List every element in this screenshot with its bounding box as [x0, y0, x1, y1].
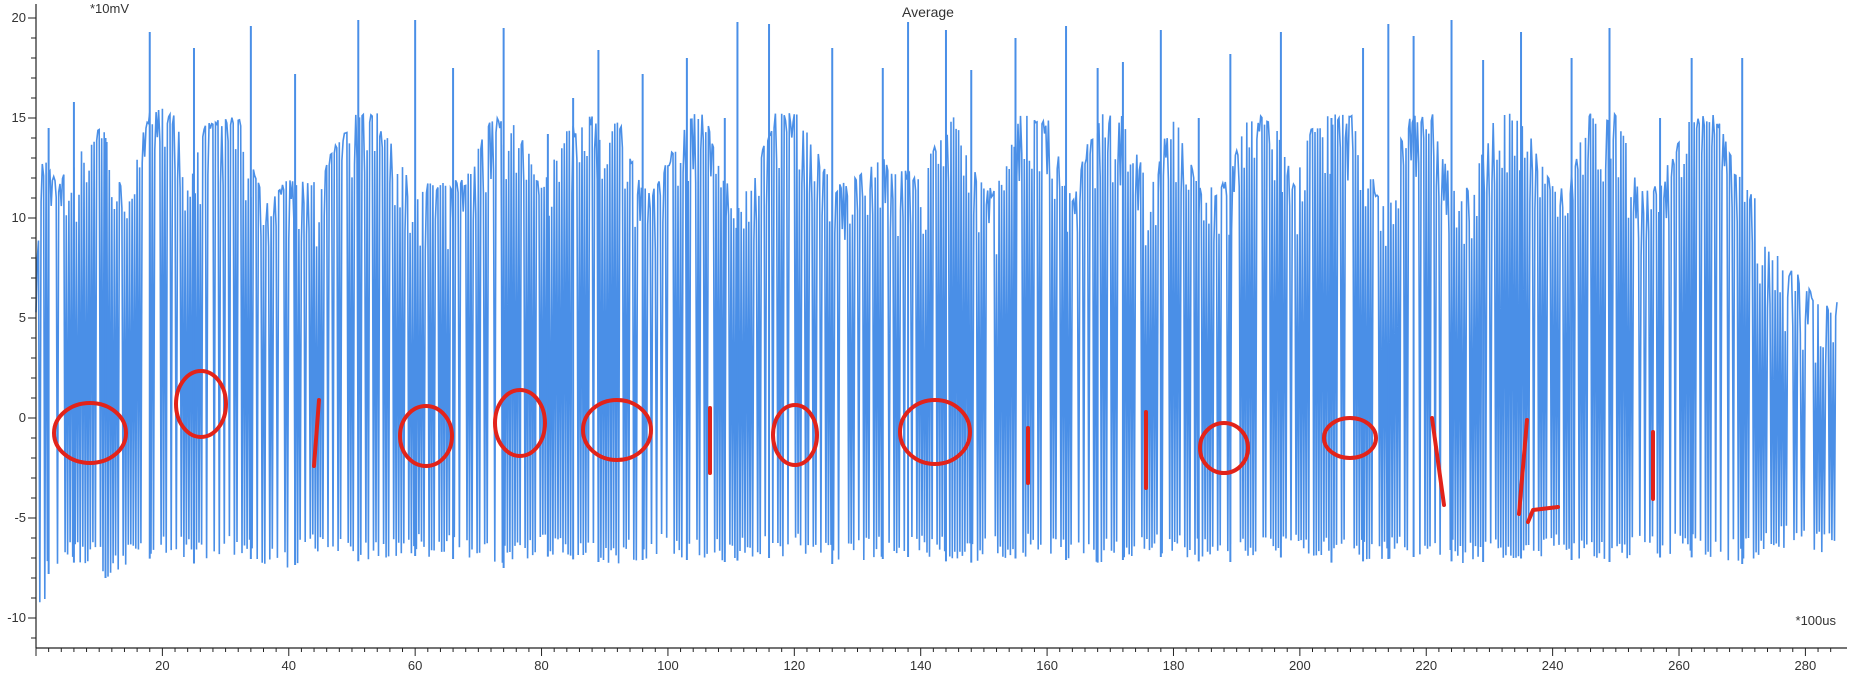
y-axis-unit: *10mV [90, 1, 129, 16]
annotation-digit-5 [581, 398, 653, 462]
annotation-digit-3 [398, 404, 454, 468]
x-tick-label-220: 220 [1415, 658, 1437, 673]
x-tick-label-180: 180 [1163, 658, 1185, 673]
annotation-digit-14 [1517, 418, 1529, 516]
y-tick-label--5: -5 [14, 510, 26, 525]
x-tick-label-80: 80 [534, 658, 548, 673]
annotation-digit-0 [52, 401, 128, 465]
annotation-hook [1526, 505, 1560, 524]
y-tick-label-5: 5 [19, 310, 26, 325]
axes: 20 15 10 5 0 -5 -10 20 40 60 80 100 120 140 160 180 200 2… [7, 4, 1847, 673]
x-tick-label-60: 60 [408, 658, 422, 673]
annotation-digit-11 [1198, 421, 1250, 475]
annotation-digit-7 [771, 403, 819, 467]
annotation-digit-12 [1322, 416, 1378, 460]
y-tick-label-0: 0 [19, 410, 26, 425]
x-tick-label-200: 200 [1289, 658, 1311, 673]
x-tick-label-160: 160 [1036, 658, 1058, 673]
x-tick-label-280: 280 [1795, 658, 1817, 673]
annotation-digit-1 [174, 369, 228, 439]
x-tick-label-100: 100 [657, 658, 679, 673]
handwritten-annotations [52, 369, 1655, 524]
x-tick-label-120: 120 [783, 658, 805, 673]
signal-trace [35, 108, 1838, 603]
chart-title: Average [902, 4, 954, 20]
x-axis-unit: *100us [1796, 613, 1837, 628]
annotation-digit-8 [898, 398, 972, 466]
annotation-digit-13 [1430, 416, 1446, 507]
x-tick-label-20: 20 [155, 658, 169, 673]
x-tick-label-240: 240 [1542, 658, 1564, 673]
annotation-digit-4 [493, 388, 547, 458]
x-tick-label-260: 260 [1668, 658, 1690, 673]
x-tick-label-40: 40 [282, 658, 296, 673]
y-tick-label--10: -10 [7, 610, 26, 625]
annotation-digit-2 [312, 398, 321, 468]
x-tick-label-140: 140 [910, 658, 932, 673]
signal-layer [35, 20, 1838, 603]
y-tick-label-10: 10 [12, 210, 26, 225]
y-tick-label-15: 15 [12, 110, 26, 125]
y-tick-label-20: 20 [12, 10, 26, 25]
